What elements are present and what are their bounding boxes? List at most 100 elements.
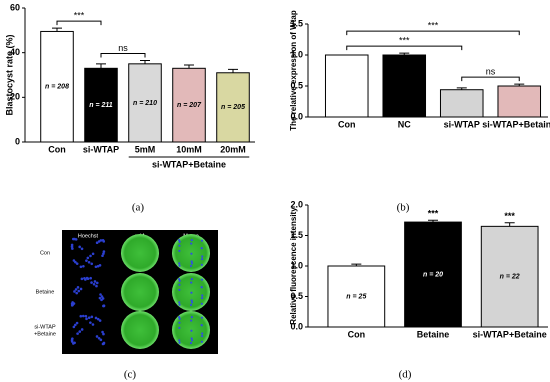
nucleus [75, 262, 79, 265]
nucleus [79, 265, 83, 269]
significance-bracket [100, 52, 146, 58]
y-tick-label: 2.0 [290, 199, 303, 209]
bar-label: n = 207 [177, 102, 202, 109]
microscopy-panel: Hoechst m⁶A Merge Con Betaine si-WTAP +B… [34, 230, 218, 354]
panel-label: (c) [124, 369, 137, 381]
error-bar [504, 222, 515, 227]
row-label: Betaine [36, 289, 55, 295]
nucleus [97, 336, 101, 340]
x-tick-label: NC [398, 119, 411, 129]
embryo [121, 273, 159, 311]
x-tick-label: Con [48, 144, 66, 154]
error-bar [514, 83, 525, 86]
group-label: si-WTAP+Betaine [152, 159, 226, 169]
nucleus [96, 317, 100, 321]
bar [172, 67, 206, 143]
nucleus [85, 276, 89, 280]
y-tick-label: 60 [10, 2, 20, 12]
embryo [121, 234, 159, 272]
x-tick-label: 10mM [176, 144, 202, 154]
nucleus [79, 287, 83, 291]
nucleus [178, 303, 181, 306]
error-bar [184, 64, 194, 69]
nucleus [190, 291, 193, 294]
bar-label: n = 211 [89, 102, 113, 109]
y-axis-label: Relative fluorescence intensity [289, 207, 298, 325]
row-label: +Betaine [34, 331, 56, 337]
significance-bracket [56, 20, 102, 26]
y-tick-label: 0.5 [290, 291, 303, 301]
nucleus [80, 247, 84, 251]
nucleus [91, 323, 95, 326]
nucleus [201, 294, 204, 297]
panel-label: (d) [399, 369, 412, 381]
nucleus [81, 314, 85, 318]
nucleus [190, 281, 193, 284]
nucleus [102, 250, 106, 253]
nucleus [92, 282, 96, 286]
nucleus [76, 286, 80, 289]
significance-label: *** [428, 209, 439, 219]
nucleus [102, 252, 105, 255]
nucleus [89, 321, 92, 324]
nucleus [190, 319, 193, 322]
bar [324, 54, 369, 118]
nucleus [71, 247, 74, 250]
nucleus [200, 247, 203, 250]
significance-label: ns [118, 43, 128, 53]
nucleus [201, 296, 204, 300]
significance-label: *** [428, 21, 439, 31]
nucleus [189, 264, 193, 268]
embryo [121, 311, 159, 349]
nucleus [190, 299, 193, 302]
panel-label: (b) [397, 202, 410, 214]
nucleus [73, 341, 76, 345]
nucleus [89, 276, 92, 280]
nucleus [200, 286, 203, 289]
nucleus [178, 315, 181, 319]
nucleus [200, 340, 203, 343]
nucleus [94, 265, 98, 269]
nucleus [178, 279, 181, 282]
nucleus [101, 254, 104, 258]
nucleus [200, 302, 203, 305]
nucleus [70, 340, 74, 343]
nucleus [201, 334, 204, 338]
significance-label: ns [486, 67, 496, 77]
row-label: si-WTAP [34, 324, 56, 330]
nucleus [201, 255, 204, 258]
y-tick-label: 0 [15, 136, 20, 146]
y-tick-label: 1.5 [290, 230, 303, 240]
nucleus [178, 283, 181, 286]
nucleus [95, 241, 99, 245]
nucleus [99, 293, 102, 296]
y-tick-label: 0.0 [290, 321, 303, 331]
bar [497, 85, 542, 118]
nucleus [178, 288, 181, 291]
bar-label: n = 22 [500, 274, 520, 281]
nucleus [94, 316, 98, 320]
nucleus [178, 317, 181, 320]
nucleus [100, 295, 104, 298]
nucleus [74, 323, 77, 327]
nucleus [178, 341, 181, 344]
nucleus [98, 296, 102, 300]
nucleus [100, 298, 103, 302]
significance-label: *** [399, 36, 410, 46]
error-bar [52, 27, 62, 32]
y-tick-label: 20 [10, 92, 20, 102]
significance-bracket [346, 30, 520, 36]
panel-label: (a) [132, 202, 145, 214]
nucleus [70, 304, 74, 307]
nucleus [71, 237, 75, 241]
nucleus [85, 259, 88, 262]
nucleus [70, 245, 74, 248]
nucleus [178, 321, 181, 324]
x-tick-label: Betaine [417, 329, 450, 339]
nucleus [87, 316, 91, 320]
nucleus [80, 328, 84, 331]
nucleus [90, 262, 94, 266]
error-bar [228, 68, 238, 73]
nucleus [178, 238, 181, 242]
nucleus [78, 245, 81, 249]
